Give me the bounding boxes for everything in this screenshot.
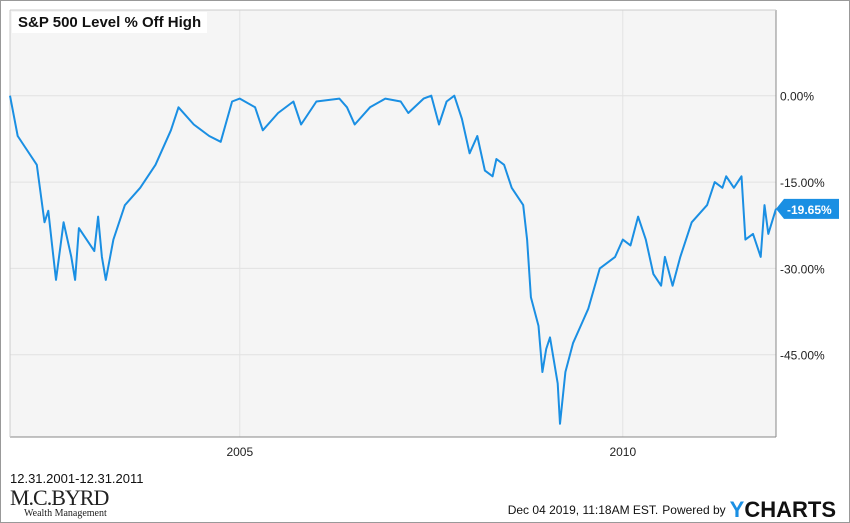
chart-title: S&P 500 Level % Off High bbox=[12, 12, 208, 33]
y-tick-label: -30.00% bbox=[780, 262, 825, 276]
logo-subtitle: Wealth Management bbox=[24, 508, 107, 519]
plot-background bbox=[10, 10, 776, 437]
y-tick-label: 0.00% bbox=[780, 90, 814, 104]
powered-by: Powered by bbox=[662, 503, 726, 517]
ycharts-text: CHARTS bbox=[744, 497, 836, 522]
ycharts-y: Y bbox=[729, 497, 745, 522]
last-value-badge bbox=[776, 198, 839, 219]
y-tick-label: -45.00% bbox=[780, 349, 825, 363]
footer: Dec 04 2019, 11:18AM EST. Powered by YCH… bbox=[508, 497, 836, 523]
x-tick-label: 2005 bbox=[226, 445, 253, 459]
timestamp: Dec 04 2019, 11:18AM EST. bbox=[507, 503, 659, 517]
last-value-label: -19.65% bbox=[787, 203, 832, 217]
series-line bbox=[9, 94, 777, 425]
ycharts-logo[interactable]: YCHARTS bbox=[730, 497, 836, 523]
x-tick-label: 2010 bbox=[609, 445, 636, 459]
logo-name: M.C.BYRD bbox=[10, 485, 109, 510]
date-range: 12.31.2001-12.31.2011 bbox=[10, 471, 144, 486]
company-logo: M.C.BYRD Wealth Management bbox=[10, 485, 109, 520]
y-tick-label: -15.00% bbox=[780, 176, 825, 190]
